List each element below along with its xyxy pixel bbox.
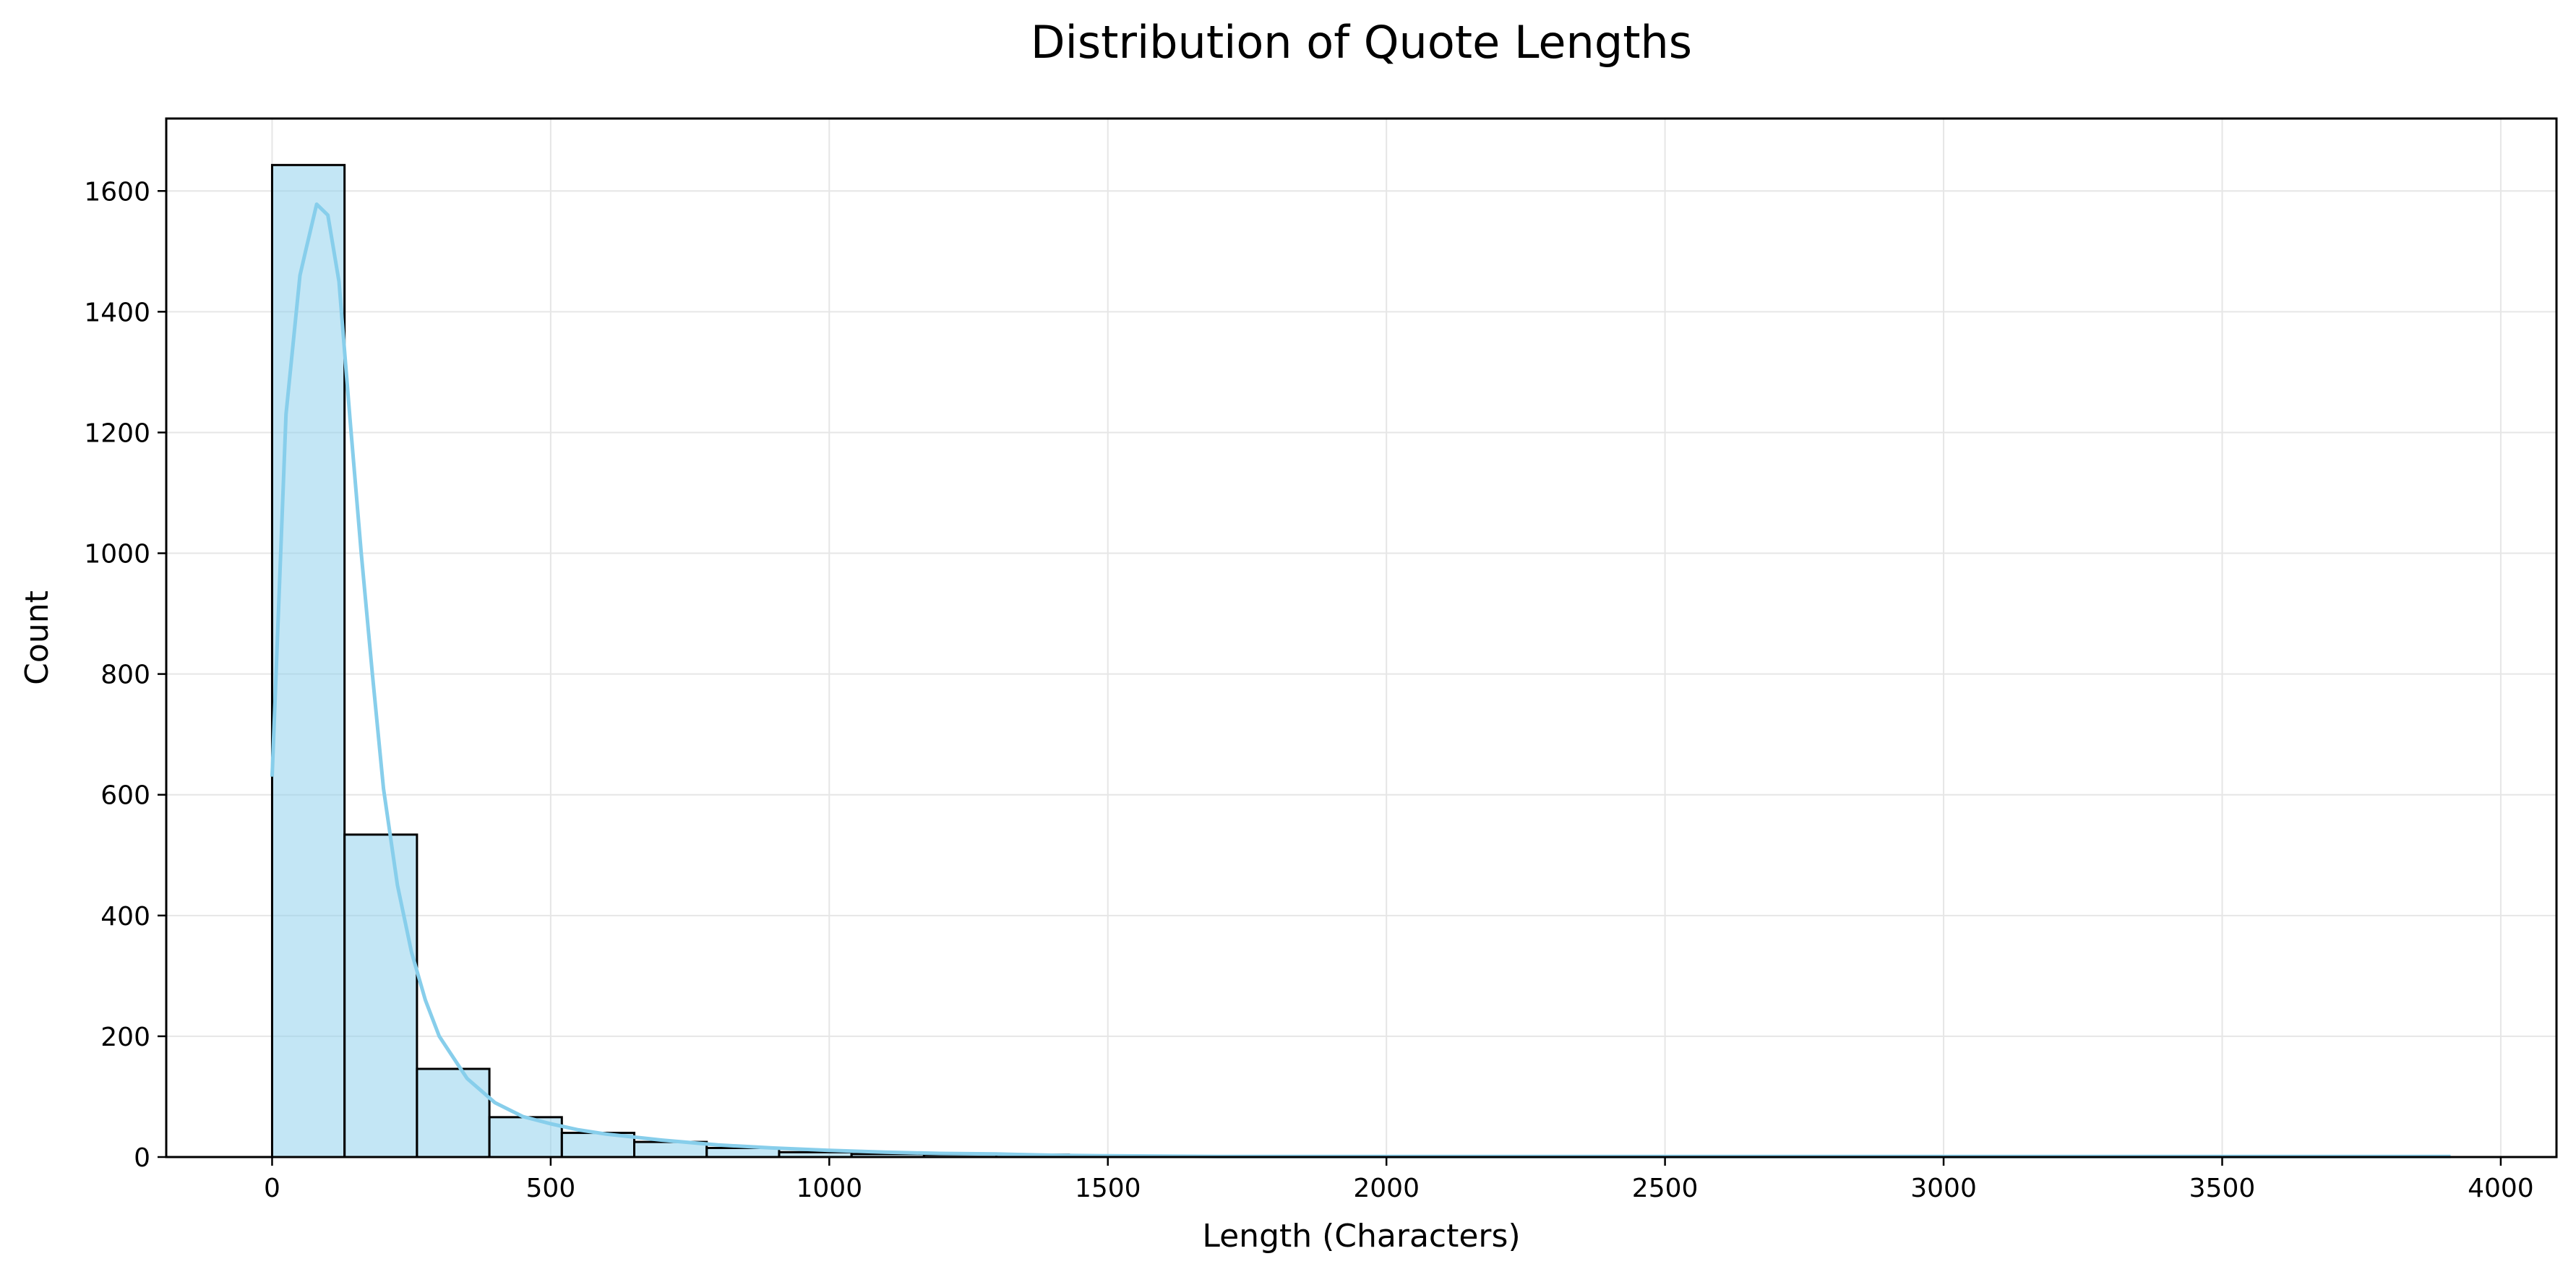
y-axis-ticks: 0 200 400 600 800 1000 1200 1400 1600 (84, 177, 166, 1173)
y-tick-label: 0 (134, 1143, 150, 1173)
kde-curve-group (270, 202, 2451, 1158)
y-tick-label: 200 (100, 1023, 150, 1052)
y-tick-label: 1400 (84, 298, 150, 327)
kde-line (270, 202, 2451, 1158)
x-tick-label: 4000 (2468, 1174, 2534, 1203)
x-axis-ticks: 0 500 1000 1500 2000 2500 3000 3500 4000 (264, 1157, 2534, 1203)
grid-lines (166, 119, 2556, 1158)
x-tick-label: 0 (264, 1174, 280, 1203)
y-tick-label: 1600 (84, 177, 150, 207)
y-tick-label: 400 (100, 902, 150, 932)
histogram-bar (270, 163, 346, 1158)
histogram-bar (343, 833, 418, 1158)
x-tick-label: 3500 (2189, 1174, 2256, 1203)
histogram-bar (416, 1067, 491, 1158)
y-tick-label: 1000 (84, 540, 150, 569)
x-tick-label: 1500 (1075, 1174, 1141, 1203)
plot-frame (165, 117, 2558, 1158)
y-tick-label: 600 (100, 781, 150, 811)
x-axis-label: Length (Characters) (1202, 1218, 1520, 1255)
y-axis-label: Count (19, 590, 56, 685)
y-tick-label: 800 (100, 661, 150, 690)
x-tick-label: 2500 (1632, 1174, 1699, 1203)
x-tick-label: 3000 (1910, 1174, 1977, 1203)
x-tick-label: 2000 (1353, 1174, 1420, 1203)
histogram-bars (270, 163, 2447, 1158)
chart-title: Distribution of Quote Lengths (1031, 16, 1692, 69)
x-tick-label: 1000 (797, 1174, 863, 1203)
x-tick-label: 500 (526, 1174, 576, 1203)
y-tick-label: 1200 (84, 418, 150, 448)
